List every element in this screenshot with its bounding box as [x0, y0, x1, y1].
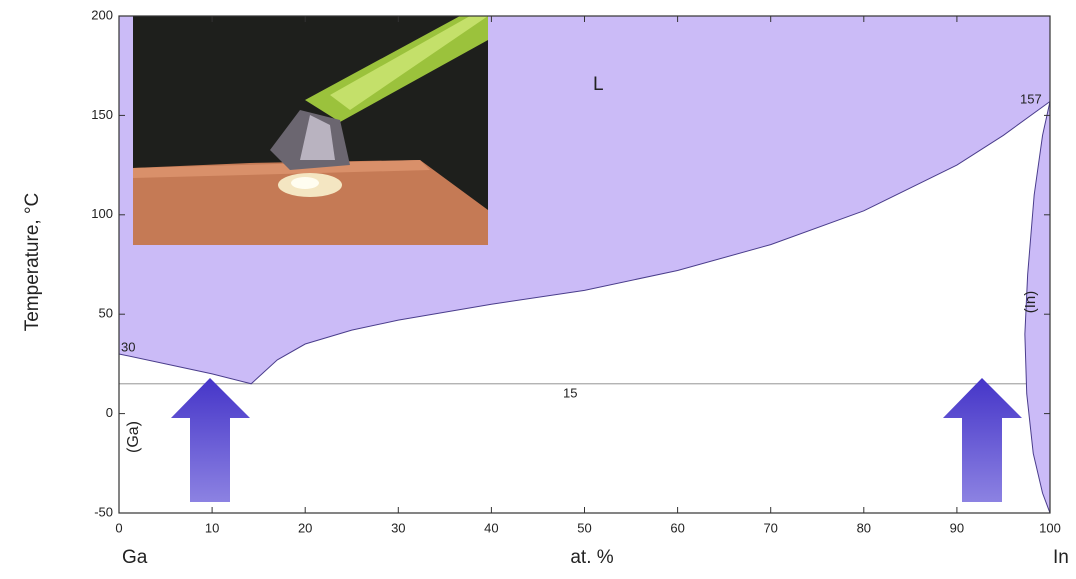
annotation: 157 [1020, 91, 1042, 106]
x-tick-label: 20 [298, 520, 312, 535]
annotation: 15 [563, 385, 577, 400]
x-left-label: Ga [122, 547, 148, 568]
x-right-label: In [1053, 547, 1069, 568]
x-tick-label: 80 [857, 520, 871, 535]
page: L 157 30 15 (Ga) (In) Temperature, °C Ga… [0, 0, 1076, 574]
annotation: 30 [121, 339, 135, 354]
annotation: (Ga) [125, 421, 142, 453]
y-tick-label: 200 [91, 7, 113, 22]
y-axis-label: Temperature, °C [22, 193, 43, 332]
x-tick-label: 40 [484, 520, 498, 535]
x-tick-label: 10 [205, 520, 219, 535]
x-tick-label: 90 [950, 520, 964, 535]
x-tick-label: 30 [391, 520, 405, 535]
annotation: (In) [1022, 291, 1039, 314]
y-tick-label: 100 [91, 206, 113, 221]
arrow [943, 378, 1022, 502]
y-tick-label: 50 [99, 306, 113, 321]
inset-photo [133, 16, 488, 245]
x-tick-label: 60 [670, 520, 684, 535]
x-axis-label: at. % [570, 547, 613, 568]
arrow [171, 378, 250, 502]
x-tick-label: 100 [1039, 520, 1061, 535]
x-tick-label: 50 [577, 520, 591, 535]
y-tick-label: 150 [91, 107, 113, 122]
arrows [171, 378, 1022, 502]
y-tick-label: 0 [106, 405, 113, 420]
chart: L 157 30 15 (Ga) (In) Temperature, °C Ga… [0, 0, 1076, 574]
y-tick-label: -50 [94, 504, 113, 519]
x-tick-label: 70 [763, 520, 777, 535]
x-tick-label: 0 [115, 520, 122, 535]
annotation: L [593, 74, 604, 95]
